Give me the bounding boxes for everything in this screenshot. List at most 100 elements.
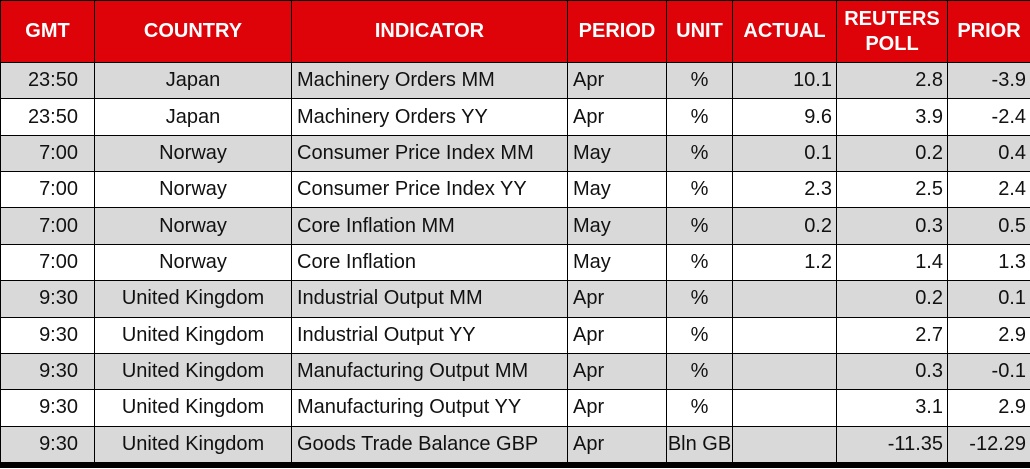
cell-poll: 3.9 bbox=[837, 99, 948, 136]
cell-country: United Kingdom bbox=[95, 353, 292, 391]
table-bottom-border bbox=[0, 462, 1030, 468]
cell-poll: 2.8 bbox=[837, 63, 948, 100]
column-header-unit: UNIT bbox=[667, 1, 733, 63]
cell-period: Apr bbox=[568, 390, 667, 427]
cell-poll: 1.4 bbox=[837, 244, 948, 282]
cell-actual: 0.2 bbox=[733, 208, 837, 245]
cell-actual bbox=[733, 317, 837, 354]
cell-actual: 10.1 bbox=[733, 63, 837, 100]
column-header-period: PERIOD bbox=[568, 1, 667, 63]
cell-unit: % bbox=[667, 390, 733, 427]
cell-indicator: Manufacturing Output MM bbox=[292, 353, 568, 391]
cell-period: Apr bbox=[568, 99, 667, 136]
cell-poll: 0.3 bbox=[837, 353, 948, 391]
cell-poll: 0.3 bbox=[837, 208, 948, 245]
cell-actual: 0.1 bbox=[733, 135, 837, 173]
cell-unit: % bbox=[667, 244, 733, 282]
cell-country: Japan bbox=[95, 99, 292, 136]
cell-poll: 2.5 bbox=[837, 172, 948, 209]
cell-poll: 0.2 bbox=[837, 135, 948, 173]
cell-actual bbox=[733, 281, 837, 318]
cell-gmt: 7:00 bbox=[0, 208, 95, 245]
cell-actual: 1.2 bbox=[733, 244, 837, 282]
cell-country: United Kingdom bbox=[95, 317, 292, 354]
cell-actual: 9.6 bbox=[733, 99, 837, 136]
cell-poll: 2.7 bbox=[837, 317, 948, 354]
cell-actual bbox=[733, 390, 837, 427]
table-row: 7:00 Norway Core Inflation MM May% 0.2 0.3 0.5 bbox=[0, 208, 1030, 245]
cell-period: May bbox=[568, 208, 667, 245]
column-header-poll: REUTERS POLL bbox=[837, 1, 948, 63]
table-row: 9:30 United Kingdom Manufacturing Output Y… bbox=[0, 390, 1030, 427]
cell-gmt: 9:30 bbox=[0, 317, 95, 354]
column-header-prior: PRIOR bbox=[948, 1, 1030, 63]
cell-indicator: Core Inflation bbox=[292, 244, 568, 282]
table-row: 9:30 United Kingdom Industrial Output MM Ap… bbox=[0, 281, 1030, 318]
cell-period: May bbox=[568, 172, 667, 209]
table-row: 23:50 Japan Machinery Orders YY Apr% 9.6 3.9-… bbox=[0, 99, 1030, 136]
cell-gmt: 9:30 bbox=[0, 390, 95, 427]
cell-poll: 0.2 bbox=[837, 281, 948, 318]
table-row: 7:00 Norway Consumer Price Index MM May% 0.1… bbox=[0, 135, 1030, 173]
cell-indicator: Industrial Output MM bbox=[292, 281, 568, 318]
cell-unit: % bbox=[667, 281, 733, 318]
cell-unit: % bbox=[667, 353, 733, 391]
cell-prior: -2.4 bbox=[948, 99, 1030, 136]
column-header-actual: ACTUAL bbox=[733, 1, 837, 63]
cell-indicator: Consumer Price Index YY bbox=[292, 172, 568, 209]
cell-gmt: 7:00 bbox=[0, 244, 95, 282]
table-row: 9:30 United Kingdom Industrial Output YY Ap… bbox=[0, 317, 1030, 354]
cell-indicator: Manufacturing Output YY bbox=[292, 390, 568, 427]
cell-actual bbox=[733, 353, 837, 391]
cell-country: Norway bbox=[95, 244, 292, 282]
column-header-country: COUNTRY bbox=[95, 1, 292, 63]
cell-prior: 0.4 bbox=[948, 135, 1030, 173]
cell-prior: 2.9 bbox=[948, 317, 1030, 354]
cell-period: Apr bbox=[568, 353, 667, 391]
cell-indicator: Machinery Orders MM bbox=[292, 63, 568, 100]
cell-prior: -3.9 bbox=[948, 63, 1030, 100]
cell-prior: -0.1 bbox=[948, 353, 1030, 391]
cell-unit: % bbox=[667, 63, 733, 100]
table-body: 23:50 Japan Machinery Orders MM Apr% 10.1 2.8… bbox=[0, 63, 1030, 463]
cell-unit: % bbox=[667, 208, 733, 245]
cell-gmt: 23:50 bbox=[0, 63, 95, 100]
cell-gmt: 9:30 bbox=[0, 353, 95, 391]
table-header-row: GMT COUNTRY INDICATOR PERIOD UNIT ACTUAL REUTE… bbox=[0, 1, 1030, 63]
table-row: 23:50 Japan Machinery Orders MM Apr% 10.1 2.8… bbox=[0, 63, 1030, 100]
cell-unit: % bbox=[667, 317, 733, 354]
cell-country: Norway bbox=[95, 208, 292, 245]
cell-gmt: 9:30 bbox=[0, 281, 95, 318]
cell-gmt: 9:30 bbox=[0, 426, 95, 463]
cell-country: United Kingdom bbox=[95, 426, 292, 463]
cell-country: Norway bbox=[95, 172, 292, 209]
cell-actual: 2.3 bbox=[733, 172, 837, 209]
cell-unit: % bbox=[667, 99, 733, 136]
cell-period: May bbox=[568, 135, 667, 173]
cell-country: United Kingdom bbox=[95, 281, 292, 318]
cell-period: Apr bbox=[568, 426, 667, 463]
cell-indicator: Consumer Price Index MM bbox=[292, 135, 568, 173]
cell-indicator: Machinery Orders YY bbox=[292, 99, 568, 136]
cell-period: Apr bbox=[568, 281, 667, 318]
cell-gmt: 7:00 bbox=[0, 135, 95, 173]
cell-period: Apr bbox=[568, 63, 667, 100]
cell-poll: -11.35 bbox=[837, 426, 948, 463]
cell-prior: 1.3 bbox=[948, 244, 1030, 282]
cell-period: Apr bbox=[568, 317, 667, 354]
cell-unit: % bbox=[667, 172, 733, 209]
cell-unit: Bln GB bbox=[667, 426, 733, 463]
cell-prior: 0.1 bbox=[948, 281, 1030, 318]
column-header-indicator: INDICATOR bbox=[292, 1, 568, 63]
cell-prior: -12.29 bbox=[948, 426, 1030, 463]
cell-actual bbox=[733, 426, 837, 463]
cell-poll: 3.1 bbox=[837, 390, 948, 427]
cell-prior: 0.5 bbox=[948, 208, 1030, 245]
cell-prior: 2.4 bbox=[948, 172, 1030, 209]
cell-gmt: 7:00 bbox=[0, 172, 95, 209]
cell-indicator: Industrial Output YY bbox=[292, 317, 568, 354]
cell-unit: % bbox=[667, 135, 733, 173]
cell-gmt: 23:50 bbox=[0, 99, 95, 136]
